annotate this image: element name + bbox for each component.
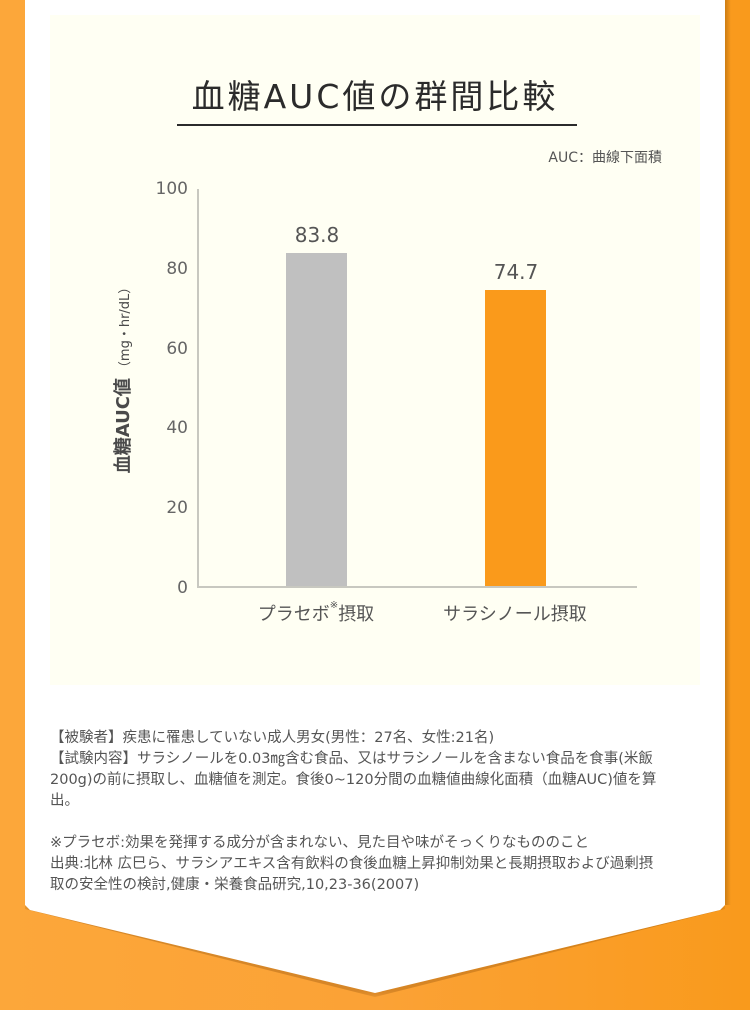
y-tick-0: 0 (177, 578, 188, 598)
x-label-salacinol: サラシノール摂取 (443, 604, 587, 625)
footnote-content-1: 【試験内容】サラシノールを0.03㎎含む食品、又はサラシノールを含まない食品を食… (50, 751, 653, 767)
footnote-source-2: 取の安全性の検討,健康・栄養食品研究,10,23-36(2007) (50, 877, 420, 893)
auc-definition-note: AUC：曲線下面積 (548, 150, 662, 166)
bar-value-salacinol: 74.7 (493, 259, 539, 284)
x-axis-line (197, 586, 637, 588)
chart-panel (50, 15, 700, 685)
footnote-content-2: 200g)の前に摂取し、血糖値を測定。食後0~120分間の血糖値曲線化面積（血糖… (50, 772, 657, 788)
y-tick-100: 100 (155, 179, 188, 199)
bar-placebo (286, 253, 347, 587)
y-axis-title-unit: （mg・hr/dL） (118, 280, 133, 375)
chart-title: 血糖AUC値の群間比較 (191, 77, 559, 116)
y-tick-80: 80 (166, 259, 188, 279)
footnote-placebo: ※プラセボ:効果を発揮する成分が含まれない、見た目や味がそっくりなもののこと (50, 835, 590, 851)
y-axis-line (197, 189, 199, 588)
bar-value-placebo: 83.8 (294, 223, 340, 248)
footnote-source-1: 出典:北林 広巳ら、サラシアエキス含有飲料の食後血糖上昇抑制効果と長期摂取および… (50, 856, 654, 872)
y-axis-title: 血糖AUC値 （mg・hr/dL） (109, 281, 135, 474)
y-tick-40: 40 (166, 418, 188, 438)
title-underline (177, 124, 577, 126)
footnote-subjects: 【被験者】疾患に罹患していない成人男女(男性：27名、女性:21名) (50, 730, 495, 746)
footnote-content-3: 出。 (50, 793, 79, 809)
y-tick-20: 20 (166, 498, 188, 518)
footnotes: 【被験者】疾患に罹患していない成人男女(男性：27名、女性:21名) 【試験内容… (50, 728, 710, 896)
card-edge-shadow (725, 0, 731, 905)
y-axis-title-main: 血糖AUC値 (113, 378, 134, 474)
y-tick-60: 60 (166, 339, 188, 359)
x-label-placebo: プラセボ※摂取 (257, 600, 375, 625)
bar-salacinol (485, 289, 546, 587)
placebo-footnote-mark: ※ (329, 600, 339, 611)
